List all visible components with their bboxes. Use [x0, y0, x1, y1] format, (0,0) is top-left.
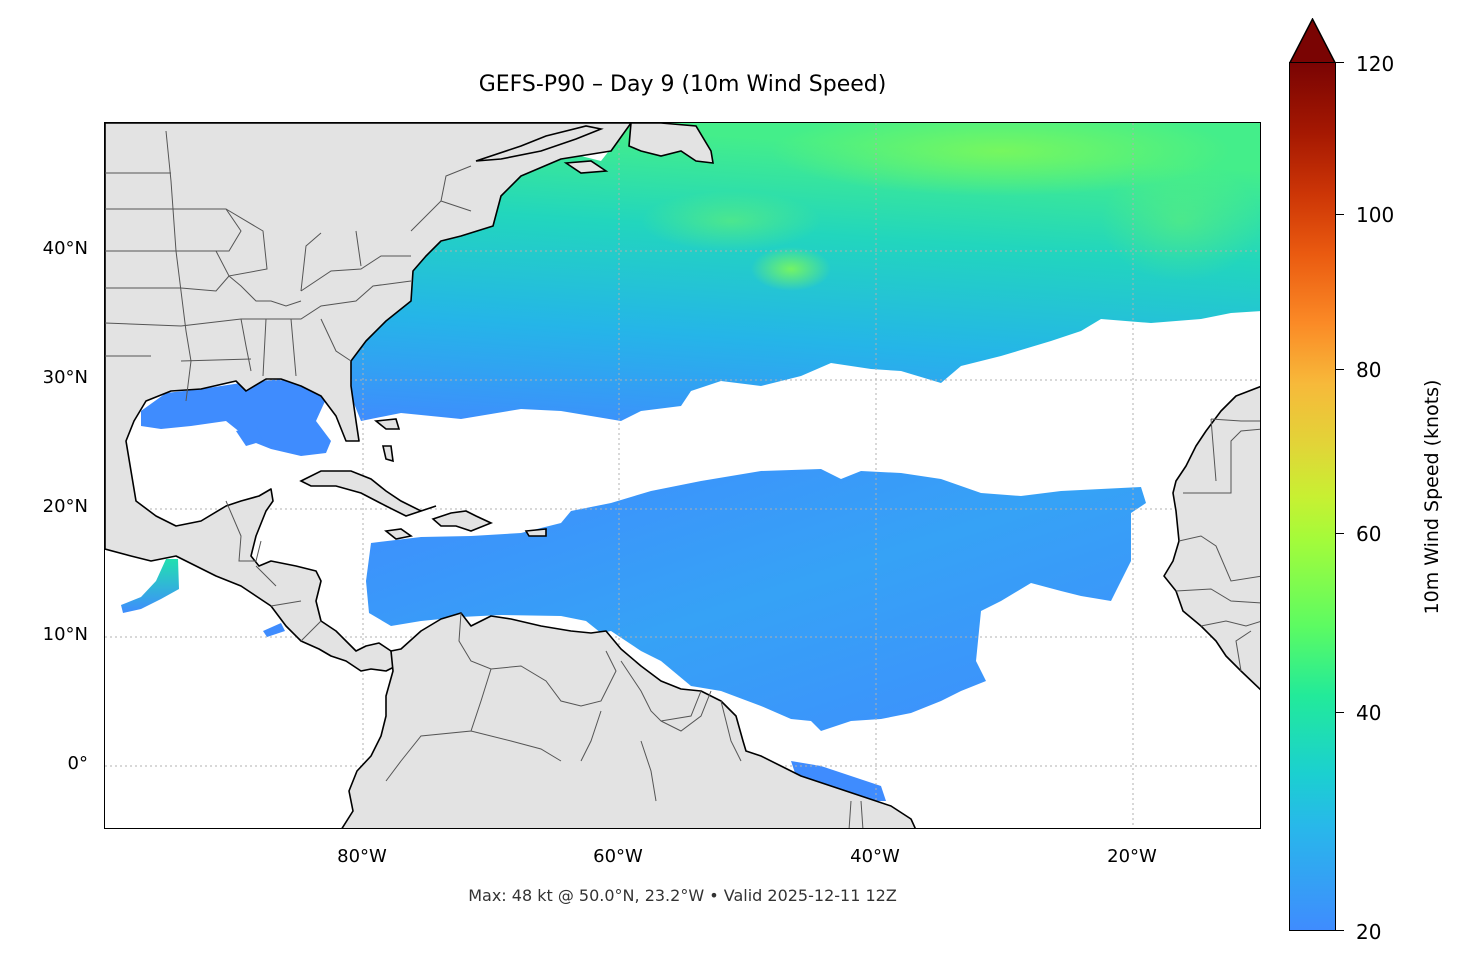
- lat-label-30n: 30°N: [42, 367, 88, 388]
- colorbar-tick-20: [1336, 930, 1344, 931]
- colorbar: [1289, 62, 1336, 931]
- colorbar-tick-label-120: 120: [1356, 52, 1395, 76]
- land-caribbean: [299, 418, 547, 540]
- colorbar-tick-60: [1336, 533, 1344, 534]
- wind-field-tropical-atlantic: [366, 469, 1146, 801]
- chart-footer-caption: Max: 48 kt @ 50.0°N, 23.2°W • Valid 2025…: [468, 886, 897, 905]
- colorbar-tick-120: [1336, 62, 1344, 63]
- lon-label-60w: 60°W: [593, 846, 643, 867]
- colorbar-tick-label-20: 20: [1356, 920, 1382, 944]
- lon-label-20w: 20°W: [1107, 846, 1157, 867]
- colorbar-tick-100: [1336, 214, 1344, 215]
- colorbar-tick-80: [1336, 369, 1344, 370]
- lat-label-20n: 20°N: [42, 496, 88, 517]
- wind-field-gulf-of-mexico: [141, 379, 331, 456]
- colorbar-tick-label-60: 60: [1356, 522, 1382, 546]
- lon-label-40w: 40°W: [850, 846, 900, 867]
- colorbar-tick-label-100: 100: [1356, 203, 1395, 227]
- lon-label-80w: 80°W: [337, 846, 387, 867]
- land-north-america: [105, 123, 632, 672]
- chart-title: GEFS-P90 – Day 9 (10m Wind Speed): [478, 72, 887, 97]
- colorbar-label: 10m Wind Speed (knots): [1421, 379, 1443, 615]
- wind-field-tehuantepec: [121, 559, 285, 637]
- map-canvas: [105, 123, 1260, 828]
- land-africa: [1163, 385, 1260, 691]
- lat-label-40n: 40°N: [42, 238, 88, 259]
- colorbar-tick-40: [1336, 712, 1344, 713]
- lat-label-10n: 10°N: [42, 624, 88, 645]
- land-atlantic-canada: [475, 123, 714, 174]
- map-panel: [104, 122, 1261, 829]
- colorbar-tick-label-40: 40: [1356, 701, 1382, 725]
- wind-field-north-atlantic: [351, 123, 1260, 421]
- political-borders: [105, 130, 1260, 828]
- lat-label-0: 0°: [67, 753, 88, 774]
- colorbar-tick-label-80: 80: [1356, 358, 1382, 382]
- colorbar-extend-arrow: [1289, 18, 1336, 64]
